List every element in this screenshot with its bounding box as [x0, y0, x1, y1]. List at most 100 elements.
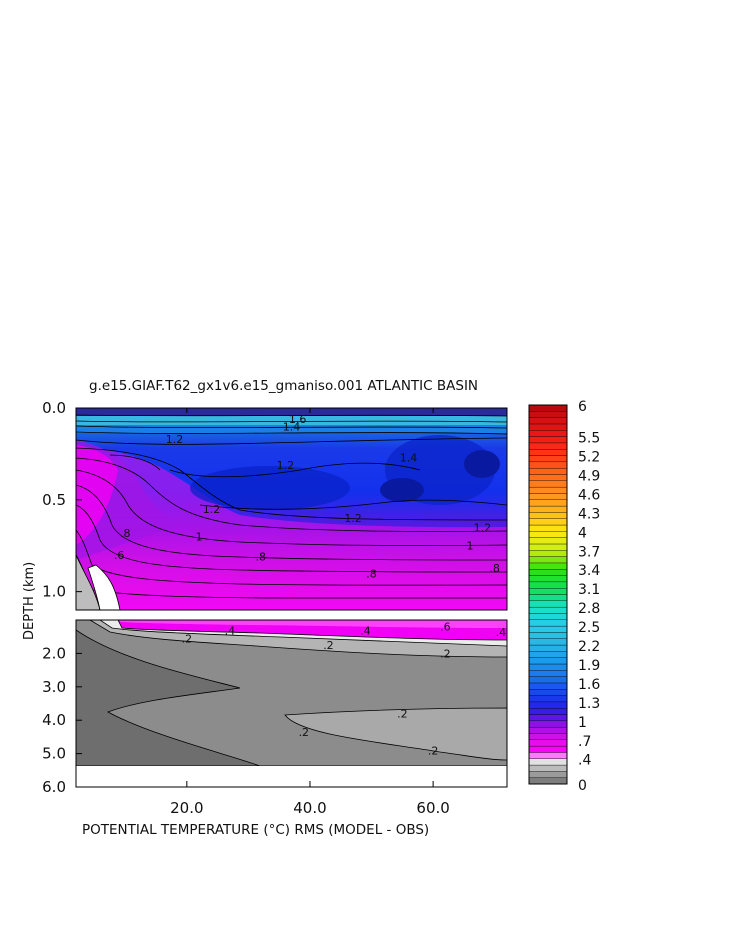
- colorbar-swatch: [528, 537, 568, 545]
- contour-label: 1.2: [166, 433, 184, 446]
- colorbar-swatch: [528, 499, 568, 507]
- colorbar-swatch: [528, 575, 568, 583]
- colorbar-swatch: [528, 676, 568, 684]
- colorbar-swatch: [528, 720, 568, 728]
- lower-pink-band: [120, 620, 507, 628]
- colorbar-tick-label: .4: [578, 753, 591, 769]
- colorbar-swatch: [528, 442, 568, 450]
- colorbar-tick-label: 3.1: [578, 582, 600, 598]
- colorbar-swatch: [528, 531, 568, 538]
- colorbar-swatch: [528, 512, 568, 519]
- colorbar-swatch: [528, 733, 568, 740]
- y-lower-tick-label: 6.0: [42, 778, 66, 796]
- upper-blue-core-3: [464, 450, 500, 478]
- contour-label: .4: [360, 624, 371, 637]
- colorbar-swatch: [528, 777, 568, 785]
- contour-label: 1.2: [277, 459, 295, 472]
- x-tick-label: 20.0: [170, 799, 203, 817]
- colorbar-tick-label: 3.7: [578, 544, 600, 560]
- colorbar-tick-label: 2.5: [578, 620, 600, 636]
- colorbar-swatch: [528, 461, 568, 469]
- contour-label: 1.2: [203, 503, 221, 516]
- colorbar-swatch: [528, 436, 568, 444]
- colorbar-swatch: [528, 404, 568, 412]
- colorbar-tick-label: .7: [578, 734, 591, 750]
- contour-label: .8: [255, 551, 266, 564]
- contour-label: .2: [397, 708, 408, 721]
- colorbar-swatch: [528, 594, 568, 601]
- contour-label: .2: [182, 632, 193, 645]
- x-tick-label: 40.0: [293, 799, 326, 817]
- upper-grey-wedge-2: [87, 564, 121, 610]
- y-upper-tick-label: 0.5: [42, 491, 66, 509]
- colorbar-tick-label: 1: [578, 715, 587, 731]
- colorbar-swatch: [528, 505, 568, 513]
- upper-lightblue-band: [76, 425, 507, 433]
- y-upper-tick-label: 1.0: [42, 583, 66, 601]
- colorbar-swatch: [528, 701, 568, 709]
- colorbar-swatch: [528, 430, 568, 437]
- contour-label: 1.2: [344, 512, 362, 525]
- colorbar-swatch: [528, 632, 568, 639]
- y-lower-tick-label: 4.0: [42, 711, 66, 729]
- contour-label: 1.4: [400, 452, 418, 465]
- colorbar-swatch: [528, 651, 568, 658]
- colorbar-tick-label: 2.2: [578, 639, 600, 655]
- colorbar-tick-label: 4.6: [578, 487, 600, 503]
- colorbar-swatch: [528, 695, 568, 703]
- colorbar-tick-label: 4: [578, 525, 587, 541]
- lower-panel: [76, 620, 507, 766]
- colorbar-tick-label: 1.9: [578, 658, 600, 674]
- colorbar-swatch: [528, 625, 568, 633]
- colorbar-swatch: [528, 518, 568, 526]
- contour-label: .2: [299, 726, 310, 739]
- contour-label: .8: [366, 567, 377, 580]
- lower-blank-strip: [76, 766, 507, 787]
- colorbar-tick-label: 1.6: [578, 677, 600, 693]
- contour-label: .4: [225, 624, 236, 637]
- upper-panel: [76, 408, 507, 610]
- y-axis-lower: 2.0 3.0 4.0 5.0 6.0: [42, 644, 82, 796]
- colorbar-swatch: [528, 588, 568, 595]
- colorbar-swatch: [528, 745, 568, 753]
- colorbar-swatch: [528, 467, 568, 475]
- contour-label: .2: [440, 647, 451, 660]
- y-lower-tick-label: 5.0: [42, 745, 66, 763]
- colorbar-swatch: [528, 455, 568, 463]
- upper-contours: [76, 414, 507, 599]
- colorbar-swatch: [528, 474, 568, 481]
- contour-label: 1.2: [474, 521, 492, 534]
- colorbar-swatch: [528, 708, 568, 715]
- contour-label: 1.4: [283, 420, 301, 433]
- chart-title: g.e15.GIAF.T62_gx1v6.e15_gmaniso.001 ATL…: [89, 378, 478, 394]
- colorbar-swatch: [528, 638, 568, 646]
- colorbar-swatch: [528, 600, 568, 608]
- colorbar: [528, 404, 568, 785]
- y-upper-tick-label: 0.0: [42, 399, 66, 417]
- contour-labels: 1.21.41.61.21.41.21.21.211.8.6.8.8.8.6.4…: [114, 413, 506, 757]
- contour-label: 1: [467, 540, 474, 553]
- x-axis-title: POTENTIAL TEMPERATURE (°C) RMS (MODEL - …: [82, 822, 429, 838]
- upper-surface-band: [76, 408, 507, 416]
- colorbar-swatch: [528, 449, 568, 456]
- colorbar-swatch: [528, 644, 568, 652]
- colorbar-swatch: [528, 581, 568, 589]
- y-lower-tick-label: 2.0: [42, 644, 66, 662]
- colorbar-tick-label: 4.9: [578, 468, 600, 484]
- colorbar-tick-label: 2.8: [578, 601, 600, 617]
- colorbar-swatch: [528, 670, 568, 677]
- colorbar-swatch: [528, 613, 568, 620]
- colorbar-tick-label: 0: [578, 778, 587, 794]
- upper-magenta-left: [76, 445, 118, 545]
- upper-panel-frame: [75, 407, 508, 611]
- upper-blue-core-4: [380, 478, 424, 502]
- upper-cyan-band: [76, 416, 507, 425]
- colorbar-swatch: [528, 486, 568, 494]
- colorbar-swatch: [528, 493, 568, 500]
- colorbar-tick-label: 3.4: [578, 563, 600, 579]
- y-axis-upper: 0.0 0.5 1.0: [42, 399, 82, 601]
- lower-light-tongue: [284, 707, 507, 761]
- colorbar-tick-label: 6: [578, 399, 587, 415]
- contour-label: .6: [114, 549, 125, 562]
